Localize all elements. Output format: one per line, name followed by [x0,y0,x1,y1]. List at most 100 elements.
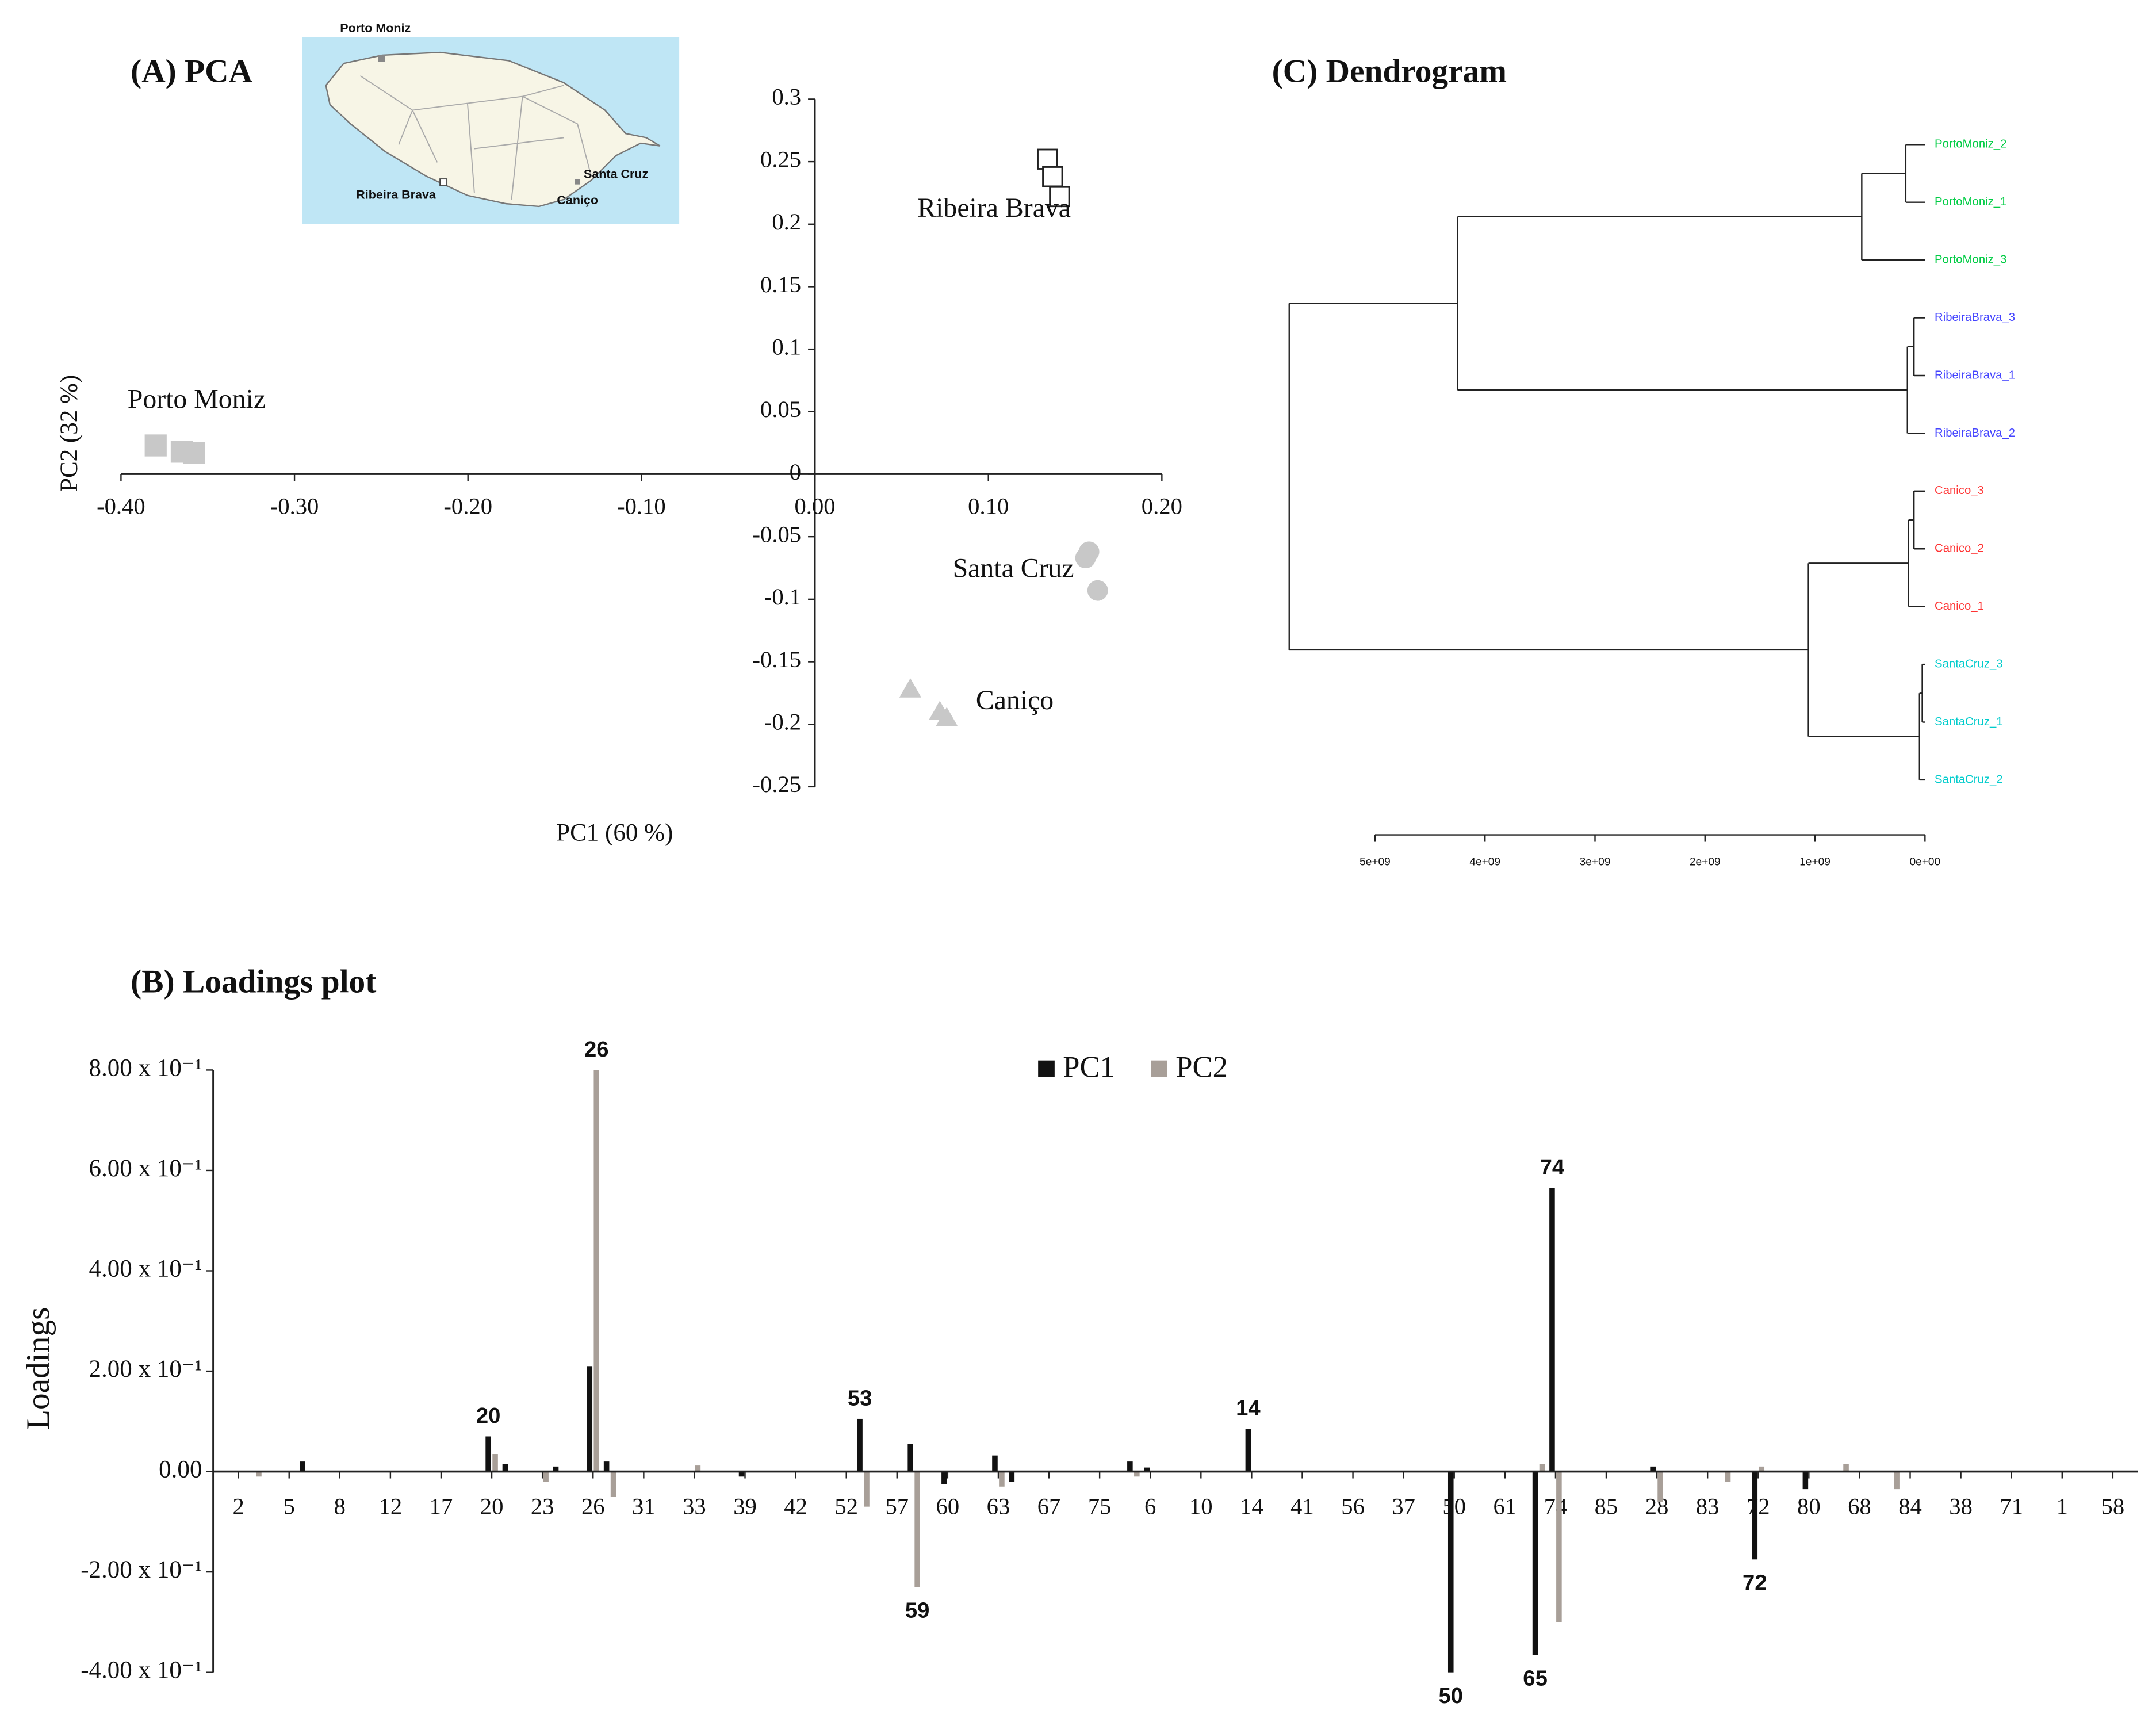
x-tick-label: 52 [834,1493,858,1519]
legend-label: PC1 [1063,1051,1115,1084]
bar [1752,1471,1758,1560]
marker [1075,548,1096,569]
bar [1134,1471,1140,1477]
bar-annotation: 14 [1236,1396,1261,1421]
x-tick-label: 26 [581,1493,605,1519]
map-label: Caniço [557,193,598,207]
marker [1049,186,1070,208]
marker [899,678,922,698]
x-tick-label: 20 [480,1493,504,1519]
marker [182,442,205,464]
map-borders [359,75,592,200]
bar [593,1070,600,1472]
x-tick-label: 74 [1544,1493,1568,1519]
bar [610,1471,616,1497]
x-tick-label: 38 [1949,1493,1973,1519]
bar [857,1418,863,1472]
y-tick-label: -4.00 x 10⁻¹ [81,1657,202,1684]
y-tick-label: 0.25 [760,146,801,172]
chart-title: (B) Loadings plot [131,963,376,1000]
x-tick-label: 3e+09 [1580,856,1611,868]
marker [936,707,958,726]
leaf-label: SantaCruz_1 [1935,715,2003,728]
y-tick-label: -2.00 x 10⁻¹ [81,1556,202,1583]
bar [738,1471,745,1477]
bar [1759,1466,1765,1472]
cluster-label: Caniço [976,685,1054,715]
marker [1037,148,1058,170]
leaf-label: RibeiraBrava_2 [1935,427,2015,439]
leaf-label: Canico_1 [1935,600,1984,613]
y-tick-label: 0.00 [159,1456,202,1483]
x-tick-label: -0.20 [443,493,492,519]
y-tick-label: -0.2 [764,709,801,735]
chart-title: (A) PCA [131,53,252,90]
cluster-label: Santa Cruz [953,553,1074,583]
leaf-label: PortoMoniz_2 [1935,138,2006,151]
bar [502,1464,508,1472]
x-tick-label: 5e+09 [1360,856,1391,868]
y-tick-label: 8.00 x 10⁻¹ [89,1054,202,1081]
bar [1657,1471,1663,1502]
leaf-label: PortoMoniz_1 [1935,196,2006,208]
x-tick-label: 1 [2057,1493,2068,1519]
x-tick-label: 28 [1645,1493,1669,1519]
x-tick-label: 60 [936,1493,960,1519]
x-tick-label: 57 [885,1493,909,1519]
bar [695,1465,701,1472]
y-axis-label: Loadings [20,1307,56,1430]
map-site [378,55,385,62]
x-tick-label: -0.40 [97,493,145,519]
leaf-label: Canico_3 [1935,484,1984,497]
x-tick-label: 75 [1088,1493,1112,1519]
bar [1894,1471,1900,1490]
x-tick-label: 84 [1898,1493,1922,1519]
y-tick-label: 2.00 x 10⁻¹ [89,1356,202,1383]
cluster-label: Ribeira Brava [917,193,1071,223]
x-tick-label: -0.30 [270,493,319,519]
leaf-label: SantaCruz_2 [1935,773,2003,786]
legend-swatch [1038,1060,1055,1077]
bar [1802,1471,1809,1490]
bar [603,1461,610,1472]
legend-swatch [1151,1060,1167,1077]
bar [1843,1464,1849,1472]
x-tick-label: 23 [531,1493,554,1519]
bar [1539,1464,1545,1472]
bar-annotation: 72 [1743,1570,1767,1595]
cluster-label: Porto Moniz [128,384,266,414]
bar [1556,1471,1562,1622]
x-tick-label: 58 [2101,1493,2125,1519]
y-tick-label: 0 [790,459,801,485]
bar-annotation: 50 [1438,1683,1463,1708]
x-tick-label: 0.20 [1142,493,1182,519]
map-site [439,178,448,187]
bar [1127,1461,1133,1472]
bar [553,1466,559,1472]
x-tick-label: 4e+09 [1469,856,1500,868]
bar [941,1471,947,1484]
bar [543,1471,549,1482]
bar [914,1471,920,1587]
map-label: Santa Cruz [584,167,648,181]
bar [907,1444,913,1472]
x-tick-label: 80 [1797,1493,1821,1519]
bar [999,1471,1005,1487]
bar-annotation: 20 [476,1403,501,1428]
y-tick-label: 0.05 [760,396,801,422]
x-tick-label: 6 [1144,1493,1156,1519]
y-axis-label: PC2 (32 %) [56,375,83,492]
x-tick-label: 17 [430,1493,453,1519]
y-tick-label: -0.25 [752,771,801,797]
x-tick-label: 37 [1392,1493,1415,1519]
bar [587,1366,593,1472]
x-tick-label: 5 [284,1493,295,1519]
leaf-label: PortoMoniz_3 [1935,254,2006,266]
x-tick-label: 72 [1747,1493,1770,1519]
marker [1087,580,1108,601]
bar [1447,1471,1454,1673]
map-island [325,51,661,208]
bar-annotation: 53 [848,1386,872,1411]
